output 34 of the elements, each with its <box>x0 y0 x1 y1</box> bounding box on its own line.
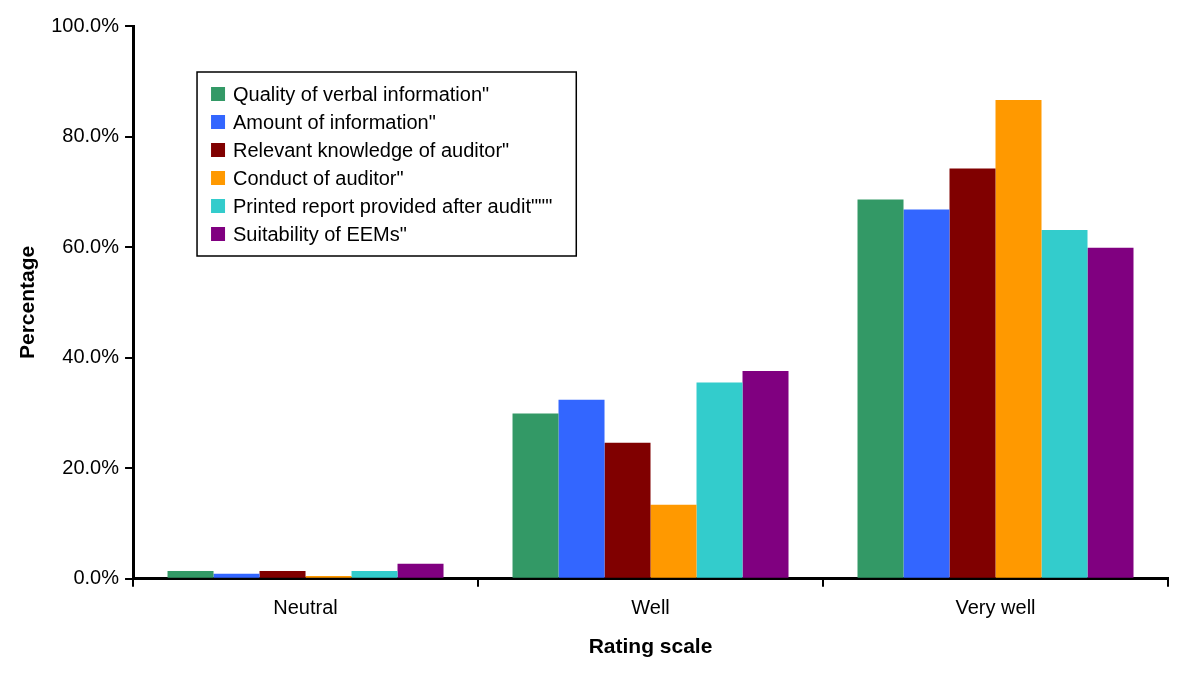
bar <box>397 563 444 578</box>
bar <box>995 100 1042 578</box>
legend-label: Amount of information" <box>233 110 436 133</box>
bar <box>512 413 559 578</box>
bar <box>351 571 398 578</box>
bar <box>742 370 789 578</box>
bar <box>259 571 306 578</box>
y-tick-label: 80.0% <box>62 124 120 147</box>
y-tick-label: 40.0% <box>62 345 120 368</box>
bar <box>604 442 651 578</box>
bar <box>650 504 697 578</box>
x-axis-title: Rating scale <box>588 634 713 658</box>
bar <box>1087 247 1134 578</box>
x-tick-label: Very well <box>955 596 1036 619</box>
x-tick-label: Well <box>631 596 670 619</box>
legend-label: Quality of verbal information" <box>233 82 490 105</box>
legend-label: Suitability of EEMs" <box>233 222 407 245</box>
legend-label: Relevant knowledge of auditor" <box>233 138 510 161</box>
bar <box>903 209 950 578</box>
bar <box>167 571 214 578</box>
bar <box>949 168 996 578</box>
y-tick-label: 20.0% <box>62 455 120 478</box>
y-tick-label: 0.0% <box>73 566 120 589</box>
legend-label: Printed report provided after audit""" <box>233 194 553 217</box>
bar <box>213 573 260 578</box>
y-tick-label: 100.0% <box>51 13 120 36</box>
bar <box>1041 229 1088 578</box>
bar <box>696 382 743 578</box>
y-tick-label: 60.0% <box>62 234 120 257</box>
legend-label: Conduct of auditor" <box>233 166 404 189</box>
bar <box>857 199 904 578</box>
bar <box>558 399 605 578</box>
y-axis-title: Percentage <box>15 245 39 360</box>
x-tick-label: Neutral <box>273 596 338 619</box>
